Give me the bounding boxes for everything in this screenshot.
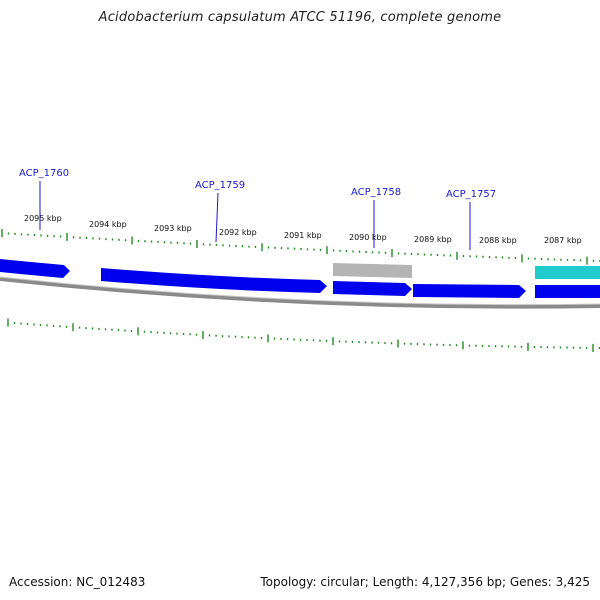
rna-bar[interactable] — [535, 266, 600, 279]
scale-label-2094: 2094 kbp — [89, 220, 127, 229]
inner-tick-ring — [7, 318, 600, 352]
gene-arrow-acp-1760[interactable] — [0, 259, 70, 278]
scale-label-2089: 2089 kbp — [414, 235, 452, 244]
scale-label-2095: 2095 kbp — [24, 214, 62, 223]
accession-text: Accession: NC_012483 — [9, 575, 146, 589]
scale-label-2091: 2091 kbp — [284, 231, 322, 240]
gene-arrow-acp-1758[interactable] — [333, 281, 412, 296]
gene-arrow-acp-1759[interactable] — [101, 268, 327, 293]
gene-arrow-right-edge[interactable] — [535, 285, 600, 298]
genome-summary-text: Topology: circular; Length: 4,127,356 bp… — [260, 575, 590, 589]
gene-arrow-acp-1757[interactable] — [413, 284, 526, 298]
gene-label-acp-1758[interactable]: ACP_1758 — [351, 187, 401, 198]
map-title: Acidobacterium capsulatum ATCC 51196, co… — [98, 10, 502, 25]
outer-tick-ring — [1, 229, 600, 265]
scale-label-2092: 2092 kbp — [219, 228, 257, 237]
scale-label-2093: 2093 kbp — [154, 224, 192, 233]
pseudogene-bar-acp-1758[interactable] — [333, 263, 412, 278]
scale-label-2090: 2090 kbp — [349, 233, 387, 242]
gene-label-acp-1757[interactable]: ACP_1757 — [446, 189, 496, 200]
genome-backbone — [0, 277, 600, 309]
scale-label-2087: 2087 kbp — [544, 236, 582, 245]
gene-label-acp-1759[interactable]: ACP_1759 — [195, 180, 245, 191]
gene-label-acp-1760[interactable]: ACP_1760 — [19, 168, 69, 179]
genome-backbone-highlight — [0, 276, 600, 306]
scale-label-2088: 2088 kbp — [479, 236, 517, 245]
label-leader-acp-1759 — [215, 192, 219, 243]
